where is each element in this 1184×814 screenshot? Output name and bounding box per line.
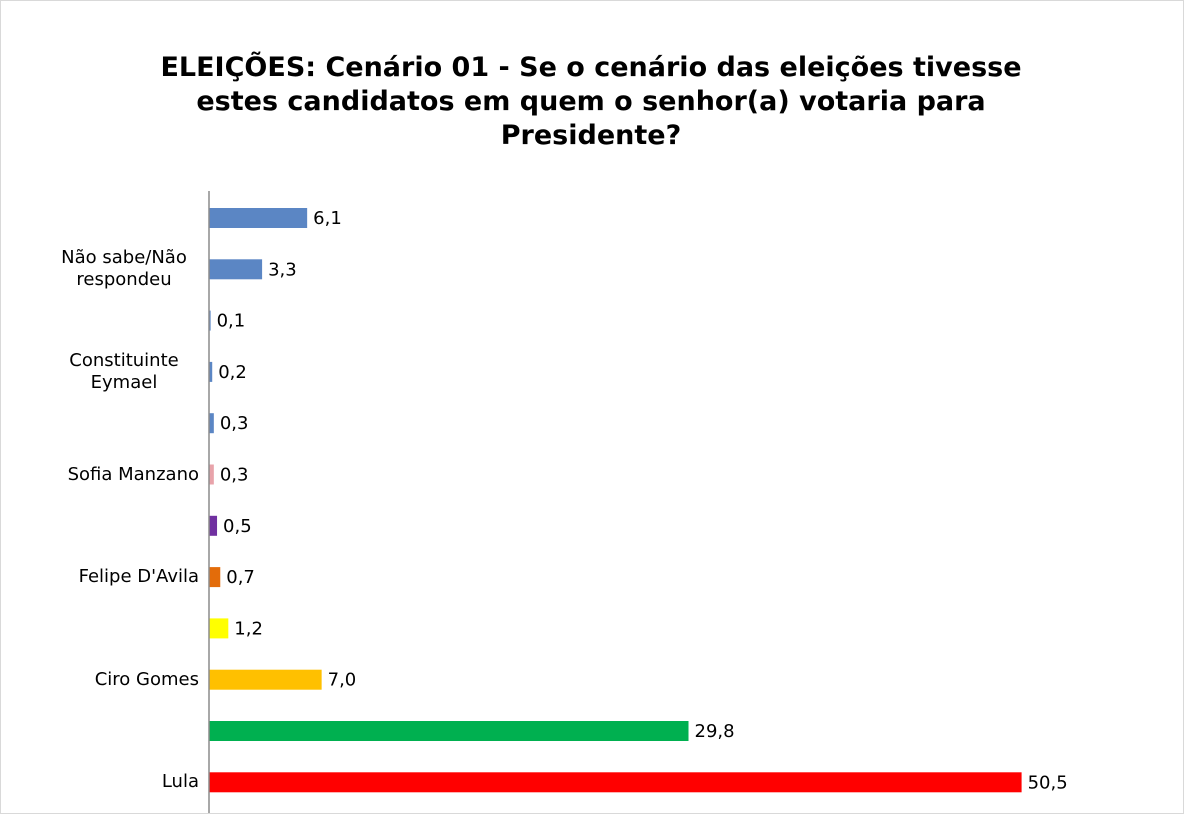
y-tick-label: Sofia Manzano bbox=[67, 463, 199, 485]
data-label: 0,1 bbox=[217, 311, 246, 332]
chart-title: ELEIÇÕES: Cenário 01 - Se o cenário das … bbox=[160, 52, 1022, 151]
bar bbox=[209, 567, 221, 588]
bar bbox=[209, 464, 214, 485]
y-tick-label: Lula bbox=[161, 771, 199, 793]
category-label-box: Não sabe/Não respondeu bbox=[49, 239, 199, 299]
bar bbox=[209, 721, 689, 741]
bar bbox=[209, 310, 211, 331]
data-label: 7,0 bbox=[328, 670, 357, 691]
bar bbox=[209, 259, 263, 280]
bar bbox=[209, 413, 214, 434]
data-label: 0,3 bbox=[220, 465, 249, 486]
bar bbox=[209, 772, 1022, 793]
y-tick-label: Não sabe/Não respondeu bbox=[61, 247, 187, 291]
data-label: 29,8 bbox=[695, 721, 735, 742]
category-label-box: Felipe D'Avila bbox=[79, 547, 199, 607]
data-label: 0,3 bbox=[220, 413, 249, 434]
category-label-box: Lula bbox=[162, 752, 199, 812]
bar bbox=[209, 669, 322, 690]
bar bbox=[209, 618, 229, 639]
data-label: 0,2 bbox=[218, 362, 247, 383]
bar bbox=[209, 515, 218, 536]
category-label-box: Constituinte Eymael bbox=[49, 342, 199, 402]
y-tick-label: Constituinte Eymael bbox=[69, 349, 179, 393]
data-label: 50,5 bbox=[1028, 772, 1068, 793]
data-label: 0,7 bbox=[226, 567, 255, 588]
data-label: 3,3 bbox=[268, 259, 297, 280]
bar bbox=[209, 361, 213, 382]
category-label-box: Ciro Gomes bbox=[95, 650, 199, 710]
category-label-box: Sofia Manzano bbox=[68, 445, 199, 505]
y-tick-label: Felipe D'Avila bbox=[78, 566, 199, 588]
bar bbox=[209, 208, 308, 228]
y-tick-label: Ciro Gomes bbox=[94, 668, 199, 690]
data-label: 1,2 bbox=[234, 618, 263, 639]
data-label: 0,5 bbox=[223, 516, 252, 537]
data-label: 6,1 bbox=[313, 208, 342, 229]
